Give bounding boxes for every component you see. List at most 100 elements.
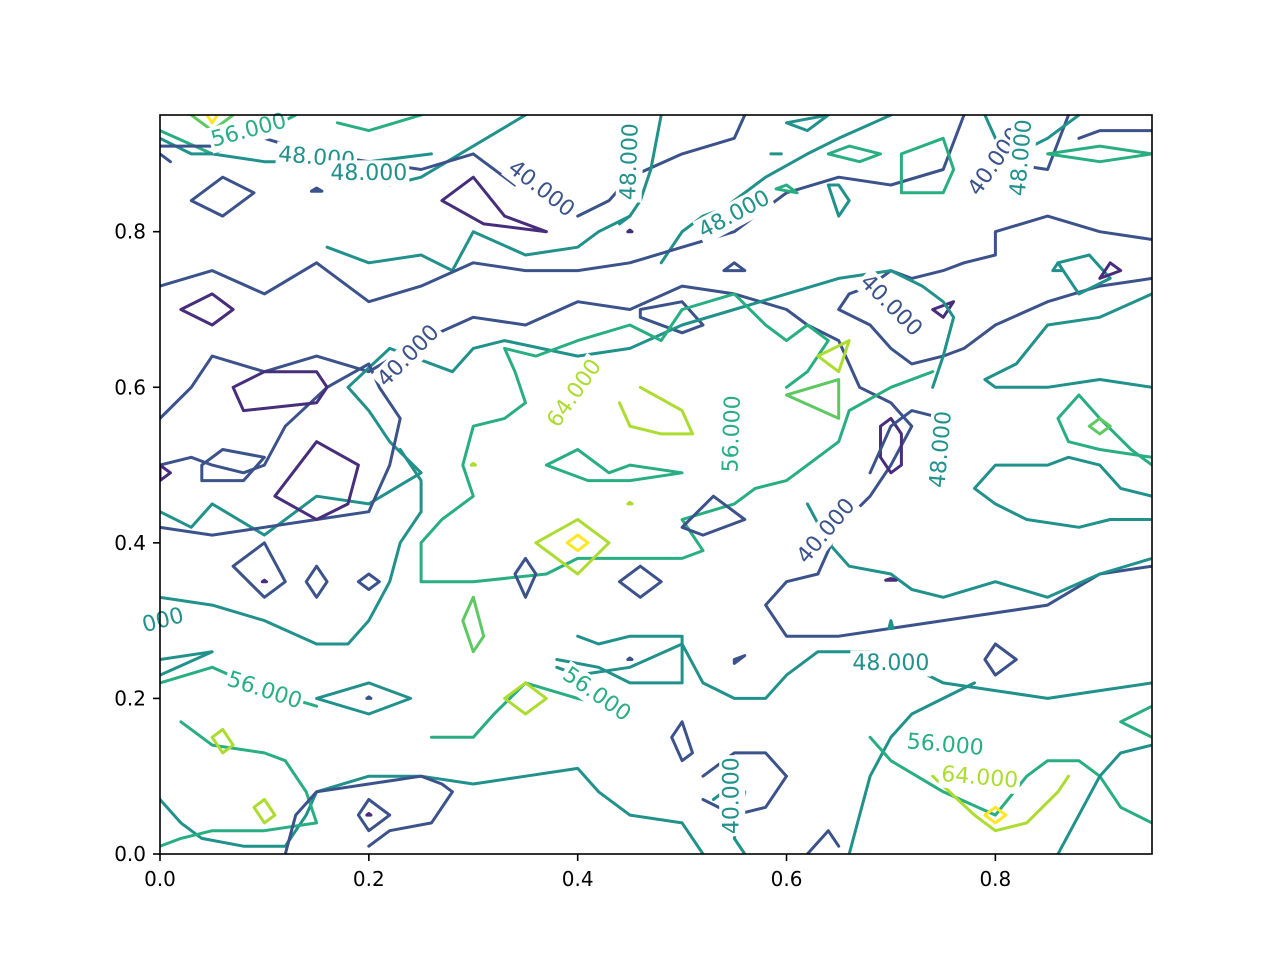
contour-line-58 (160, 463, 172, 483)
contour-line-92 (931, 774, 1070, 833)
contour-line-77 (365, 695, 373, 700)
contour-line-33 (983, 292, 1152, 389)
contour-label-knockout (719, 755, 746, 837)
contour-line-64 (356, 572, 381, 591)
contour-line-11 (576, 115, 747, 218)
contour-line-5 (336, 115, 423, 133)
contour-line-50 (1087, 416, 1112, 436)
contour-line-30 (1098, 261, 1123, 280)
contour-line-27 (722, 261, 747, 273)
contour-label-18: 56.000 (903, 728, 987, 762)
contour-line-38 (419, 292, 935, 584)
contour-line-34 (179, 292, 235, 327)
contour-line-84 (283, 774, 454, 854)
contour-line-51 (879, 416, 903, 475)
contour-line-21 (1046, 144, 1152, 164)
contour-line-19 (899, 136, 956, 195)
x-tick-label: 0.6 (771, 867, 803, 891)
contour-line-74 (160, 650, 214, 677)
contour-line-95 (1056, 743, 1152, 854)
contour-label-knockout (140, 602, 187, 639)
contour-line-9 (309, 186, 324, 193)
x-tick-label: 0.4 (562, 867, 594, 891)
contour-line-20 (826, 144, 882, 164)
contour-line-94 (1119, 704, 1152, 739)
contour-label-knockout (924, 408, 958, 491)
contour-line-10 (440, 175, 548, 234)
contour-label-knockout (555, 660, 638, 729)
contour-line-59 (231, 370, 329, 413)
contour-line-31 (1051, 261, 1065, 273)
contour-label-17: 48.000 (850, 650, 932, 677)
contour-label-19: 64.000 (938, 761, 1022, 795)
contour-line-29 (1056, 253, 1112, 296)
contour-line-62 (260, 578, 268, 584)
contour-label-4: 48.000 (615, 120, 645, 203)
contour-label-knockout (501, 153, 582, 225)
x-axis: 0.0 0.2 0.4 0.6 0.8 (144, 854, 1011, 891)
contour-line-48 (973, 455, 1152, 529)
contour-line-65 (513, 556, 538, 599)
contour-line-55 (887, 619, 895, 630)
x-tick-label: 0.0 (144, 867, 176, 891)
contour-label-knockout (717, 392, 747, 475)
contour-line-13 (325, 214, 632, 273)
x-tick-label: 0.2 (353, 867, 385, 891)
contour-line-57 (200, 448, 266, 483)
contour-line-37 (160, 269, 956, 537)
contour-line-40 (816, 339, 851, 374)
contour-line-85 (356, 798, 392, 833)
contour-line-66 (618, 564, 663, 599)
contour-label-2: 48.000 (328, 160, 410, 187)
contour-label-text: 48.000 (616, 123, 644, 201)
contour-line-4 (160, 152, 172, 164)
contour-line-36 (638, 300, 705, 335)
contour-label-20: 40.000 (719, 755, 746, 837)
contour-line-39 (785, 378, 841, 420)
y-tick-label: 0.4 (114, 531, 146, 555)
contour-line-96 (805, 829, 841, 854)
contour-line-60 (273, 440, 360, 521)
contour-line-42 (544, 448, 684, 483)
contour-line-70 (626, 656, 634, 661)
contour-line-93 (983, 805, 1008, 825)
contour-line-15 (160, 115, 966, 304)
contour-line-72 (555, 642, 1152, 700)
contour-line-90 (847, 681, 976, 854)
contour-line-91 (868, 735, 1152, 825)
contour-label-knockout (850, 650, 932, 677)
contour-label-knockout (938, 761, 1022, 795)
contour-line-87 (670, 720, 694, 763)
contour-label-knockout (540, 352, 609, 435)
contour-line-25 (826, 183, 851, 218)
contour-label-knockout (903, 728, 987, 762)
contour-label-12: 48.000 (924, 408, 958, 491)
contour-line-67 (160, 448, 423, 646)
contour-line-63 (304, 564, 329, 599)
contour-line-49 (1056, 393, 1152, 467)
contour-line-82 (210, 728, 235, 755)
y-tick-label: 0.2 (114, 686, 146, 710)
y-axis: 0.0 0.2 0.4 0.6 0.8 (114, 220, 160, 866)
contour-line-73 (983, 642, 1018, 677)
contour-label-7: 48.000 (1005, 116, 1038, 200)
contour-line-45 (534, 518, 611, 576)
x-tick-label: 0.8 (979, 867, 1011, 891)
contour-label-knockout (328, 160, 410, 187)
y-tick-label: 0.0 (114, 842, 146, 866)
contour-label-text: 56.000 (718, 395, 746, 473)
contour-line-24 (774, 183, 799, 195)
contour-line-41 (618, 385, 694, 436)
contour-line-26 (626, 228, 634, 234)
contour-line-79 (503, 681, 548, 716)
contour-line-8 (189, 175, 256, 218)
contour-line-43 (469, 462, 477, 467)
contour-label-knockout (1005, 116, 1038, 200)
contour-line-14 (659, 115, 893, 265)
plot-frame (159, 114, 1153, 855)
contour-line-80 (160, 766, 705, 854)
contour-line-2 (205, 115, 219, 125)
contour-line-54 (884, 577, 898, 582)
contour-label-text: 48.000 (852, 651, 929, 676)
